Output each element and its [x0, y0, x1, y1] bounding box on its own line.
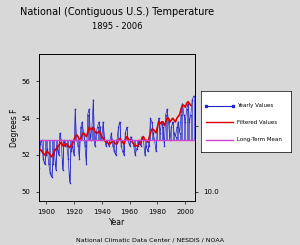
Text: National (Contiguous U.S.) Temperature: National (Contiguous U.S.) Temperature [20, 7, 214, 17]
Text: 1895 - 2006: 1895 - 2006 [92, 22, 142, 31]
Text: National Climatic Data Center / NESDIS / NOAA: National Climatic Data Center / NESDIS /… [76, 238, 224, 243]
Text: Long-Term Mean: Long-Term Mean [237, 137, 282, 142]
Text: Filtered Values: Filtered Values [237, 120, 277, 125]
Y-axis label: Degrees F: Degrees F [10, 108, 19, 147]
Y-axis label: Degrees C: Degrees C [222, 108, 231, 147]
Text: Yearly Values: Yearly Values [237, 103, 273, 109]
X-axis label: Year: Year [109, 218, 125, 227]
